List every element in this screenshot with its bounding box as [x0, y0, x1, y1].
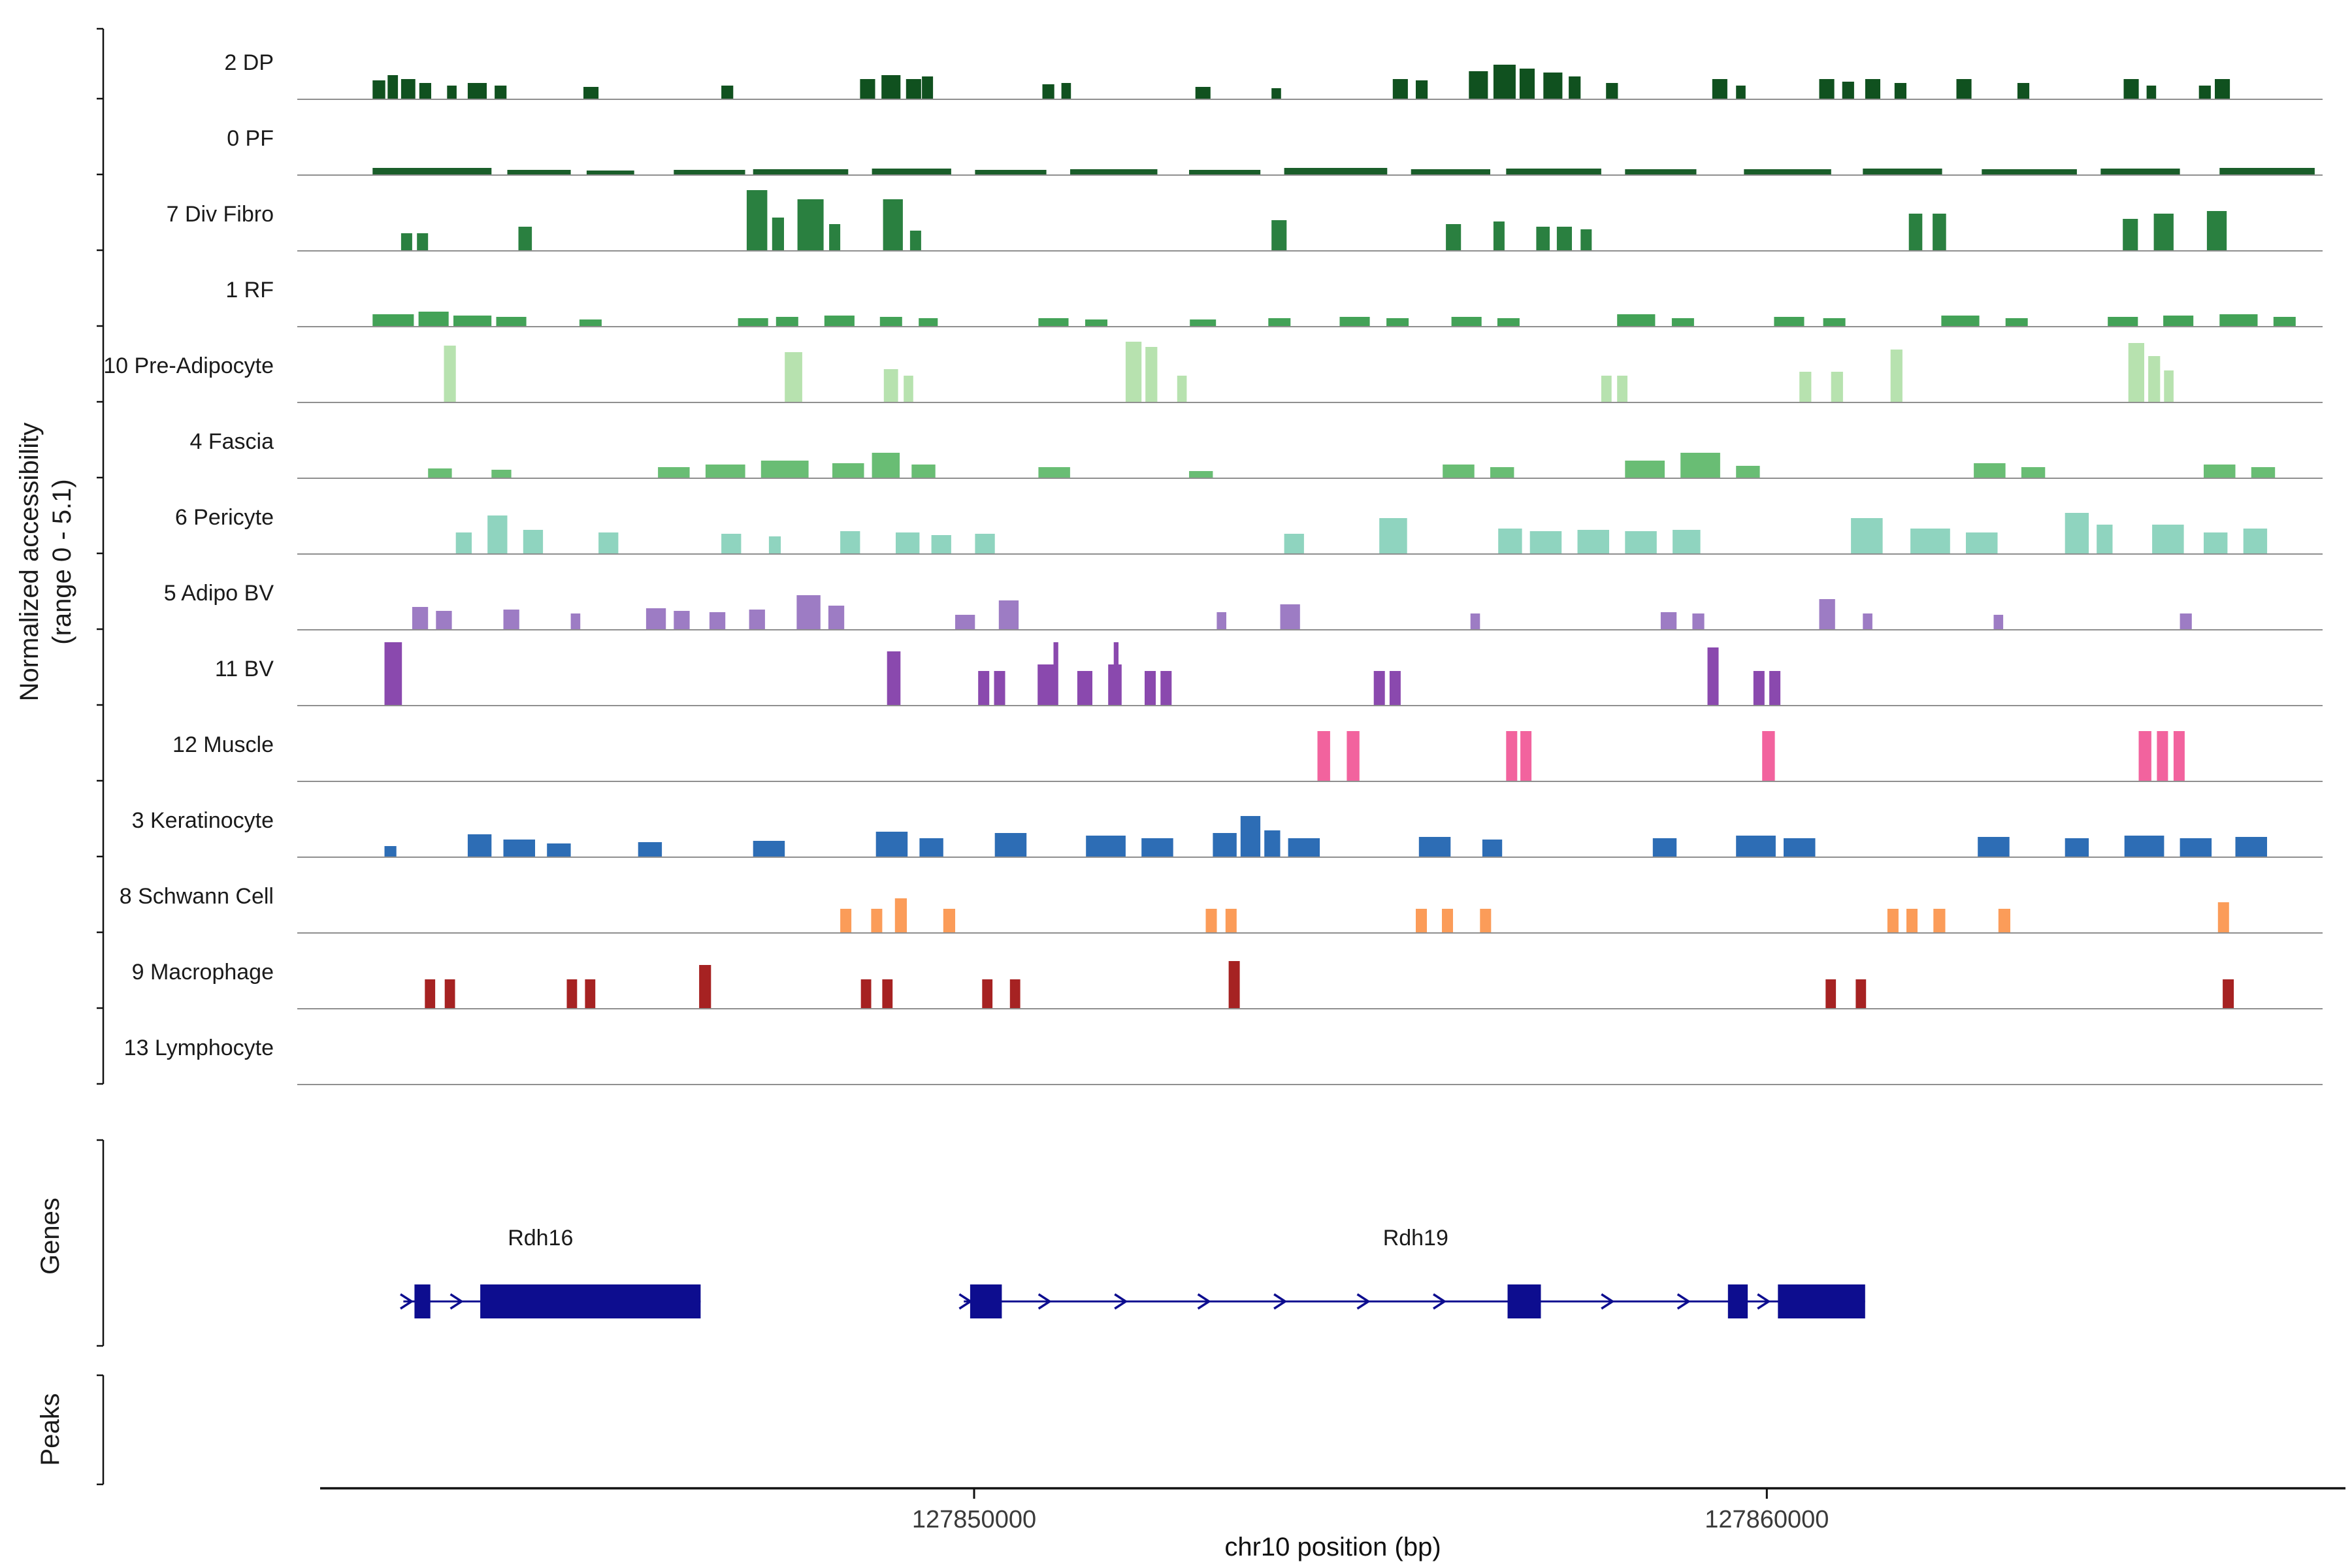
gene-exon: [480, 1284, 701, 1318]
tracks-area: 2 DP 0 PF 7 Div Fibro 1 RF 10 Pre-Adipocyte 4…: [0, 25, 2352, 1086]
gene-exon: [414, 1284, 431, 1318]
track-label: 0 PF: [227, 126, 274, 151]
gene-name-label: Rdh19: [1383, 1226, 1448, 1250]
track-label: 11 BV: [214, 657, 274, 681]
track-row-6-pericyte: 6 Pericyte: [0, 480, 2352, 555]
x-axis-tick-label: 127860000: [1705, 1506, 1829, 1533]
track-label: 13 Lymphocyte: [123, 1036, 274, 1060]
track-row-8-schwann-cell: 8 Schwann Cell: [0, 858, 2352, 934]
track-row-12-muscle: 12 Muscle: [0, 707, 2352, 783]
track-label: 4 Fascia: [189, 429, 274, 454]
genes-track: Rdh16 Rdh19: [400, 1226, 1865, 1318]
gene-exon: [970, 1284, 1002, 1318]
gene-exon: [1778, 1284, 1865, 1318]
track-row-7-div-fibro: 7 Div Fibro: [0, 176, 2352, 252]
x-axis-tick-label: 127850000: [912, 1506, 1036, 1533]
track-label: 10 Pre-Adipocyte: [103, 353, 274, 378]
track-label: 2 DP: [224, 50, 274, 75]
track-signal: [297, 731, 2323, 782]
gene-exon: [1507, 1284, 1541, 1318]
gene-name-label: Rdh16: [508, 1226, 573, 1250]
track-signal: [297, 816, 2323, 858]
track-label: 9 Macrophage: [131, 960, 274, 985]
track-row-0-pf: 0 PF: [0, 101, 2352, 176]
track-label: 5 Adipo BV: [163, 581, 274, 606]
track-signal: [297, 453, 2323, 479]
track-row-3-keratinocyte: 3 Keratinocyte: [0, 783, 2352, 858]
track-label: 8 Schwann Cell: [119, 884, 274, 909]
gene-exon: [1727, 1284, 1748, 1318]
x-axis-title: chr10 position (bp): [1224, 1533, 1441, 1561]
track-row-1-rf: 1 RF: [0, 252, 2352, 328]
track-row-5-adipo-bv: 5 Adipo BV: [0, 555, 2352, 631]
track-signal: [297, 190, 2323, 252]
track-signal: [297, 513, 2323, 555]
track-signal: [297, 312, 2323, 327]
track-row-4-fascia: 4 Fascia: [0, 404, 2352, 480]
track-row-9-macrophage: 9 Macrophage: [0, 934, 2352, 1010]
peaks-section-label: Peaks: [36, 1393, 65, 1466]
track-label: 1 RF: [225, 278, 274, 302]
track-signal: [297, 961, 2323, 1009]
track-signal: [297, 65, 2323, 100]
track-label: 12 Muscle: [172, 732, 274, 757]
track-signal: [297, 1084, 2323, 1085]
peaks-track: [320, 1372, 2345, 1483]
track-signal: [297, 168, 2323, 176]
track-label: 3 Keratinocyte: [131, 808, 274, 833]
track-signal: [297, 642, 2323, 706]
track-signal: [297, 595, 2323, 630]
track-signal: [297, 342, 2323, 403]
track-label: 6 Pericyte: [174, 505, 274, 530]
track-signal: [297, 898, 2323, 934]
track-row-11-bv: 11 BV: [0, 631, 2352, 707]
track-row-2-dp: 2 DP: [0, 25, 2352, 101]
track-row-13-lymphocyte: 13 Lymphocyte: [0, 1010, 2352, 1086]
track-row-10-pre-adipocyte: 10 Pre-Adipocyte: [0, 328, 2352, 404]
track-label: 7 Div Fibro: [166, 202, 274, 227]
